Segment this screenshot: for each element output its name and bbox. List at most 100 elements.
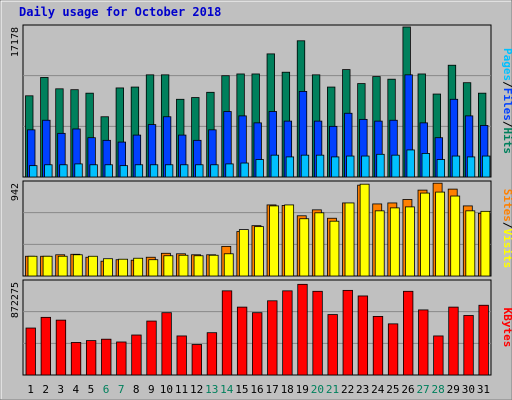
bar-visits: [133, 257, 144, 277]
bar-visits: [480, 210, 491, 277]
bar-kbytes: [191, 344, 202, 376]
bar-kbytes: [282, 290, 293, 376]
legend-hits: Hits: [501, 128, 512, 155]
bar-kbytes: [206, 332, 218, 376]
bar-visits: [269, 205, 279, 277]
chart-panels: 17178Pages/Files/Hits942Sites/Visits8722…: [10, 24, 512, 376]
y-max-label: 872275: [10, 282, 21, 318]
bar-visits: [103, 258, 113, 277]
bar-visits: [193, 255, 204, 277]
bar-kbytes: [161, 312, 172, 376]
bar-pages: [134, 164, 144, 178]
x-tick-label: 18: [281, 383, 294, 396]
bar-visits: [238, 229, 249, 277]
x-tick-label: 2: [42, 383, 49, 396]
bar-pages: [149, 164, 159, 178]
bar-kbytes: [40, 316, 51, 376]
bar-pages: [391, 154, 400, 178]
bar-visits: [344, 202, 355, 277]
bar-kbytes: [55, 319, 67, 376]
label-separator: /: [501, 121, 512, 128]
bar-visits: [72, 254, 83, 277]
bar-kbytes: [403, 290, 414, 376]
bar-kbytes: [221, 290, 233, 376]
bar-pages: [421, 153, 430, 178]
y-series-label: Pages/Files/Hits: [501, 48, 512, 154]
y-series-label: KBytes: [501, 308, 512, 348]
x-tick-label: 13: [205, 383, 218, 396]
x-tick-label: 30: [462, 383, 475, 396]
bar-kbytes: [236, 306, 248, 376]
x-tick-label: 23: [356, 383, 369, 396]
x-tick-label: 12: [190, 383, 203, 396]
x-tick-label: 28: [432, 383, 445, 396]
bar-pages: [315, 154, 325, 178]
x-tick-label: 14: [220, 383, 234, 396]
bar-pages: [74, 163, 83, 178]
bar-pages: [59, 164, 68, 178]
bar-visits: [118, 258, 128, 277]
bar-visits: [374, 210, 385, 277]
bar-visits: [178, 254, 189, 277]
legend-kbytes: KBytes: [501, 308, 512, 348]
x-tick-label: 9: [148, 383, 155, 396]
bar-visits: [465, 210, 476, 277]
bar-kbytes: [433, 335, 444, 376]
bar-visits: [163, 255, 174, 277]
bar-visits: [405, 206, 415, 277]
bar-visits: [435, 191, 446, 277]
bar-pages: [436, 159, 446, 178]
bar-pages: [29, 165, 38, 178]
bar-kbytes: [387, 323, 399, 376]
bar-pages: [346, 155, 355, 178]
bar-visits: [284, 204, 295, 277]
bar-visits: [208, 254, 219, 277]
x-tick-label: 7: [118, 383, 125, 396]
bar-pages: [482, 155, 491, 178]
bar-kbytes: [312, 290, 323, 376]
bar-kbytes: [418, 309, 429, 376]
x-tick-label: 16: [250, 383, 263, 396]
bar-pages: [451, 155, 461, 178]
x-tick-label: 1: [27, 383, 34, 396]
x-tick-label: 3: [57, 383, 64, 396]
bar-kbytes: [101, 338, 112, 376]
bar-kbytes: [463, 315, 474, 376]
bar-kbytes: [70, 342, 82, 376]
bar-kbytes: [327, 314, 338, 376]
x-tick-label: 6: [103, 383, 110, 396]
bar-pages: [466, 156, 476, 178]
bar-pages: [210, 164, 219, 178]
bar-visits: [87, 255, 98, 277]
bar-pages: [255, 159, 264, 178]
bar-pages: [164, 164, 174, 178]
bar-pages: [240, 162, 249, 178]
bar-pages: [406, 149, 415, 178]
bar-pages: [225, 163, 234, 178]
bar-kbytes: [448, 306, 459, 376]
bar-pages: [44, 164, 53, 178]
bar-visits: [389, 207, 400, 277]
bar-kbytes: [342, 289, 353, 376]
bar-visits: [299, 218, 310, 277]
bar-visits: [57, 255, 68, 277]
x-tick-label: 10: [160, 383, 173, 396]
y-max-label: 942: [10, 183, 21, 201]
bar-visits: [420, 192, 430, 277]
x-tick-label: 26: [401, 383, 414, 396]
bar-visits: [254, 226, 264, 277]
x-tick-label: 17: [265, 383, 278, 396]
bar-pages: [331, 156, 340, 178]
bar-visits: [27, 255, 38, 277]
bar-pages: [285, 156, 295, 178]
bar-kbytes: [372, 316, 384, 376]
panel-kbytes: 872275 KBytes: [10, 279, 512, 376]
x-tick-label: 8: [133, 383, 140, 396]
x-tick-label: 11: [175, 383, 188, 396]
label-separator: /: [501, 81, 512, 88]
y-max-label: 17178: [10, 27, 21, 57]
x-tick-label: 5: [88, 383, 95, 396]
bar-kbytes: [176, 335, 187, 376]
bar-visits: [148, 259, 159, 277]
legend-sites: Sites: [501, 189, 512, 222]
